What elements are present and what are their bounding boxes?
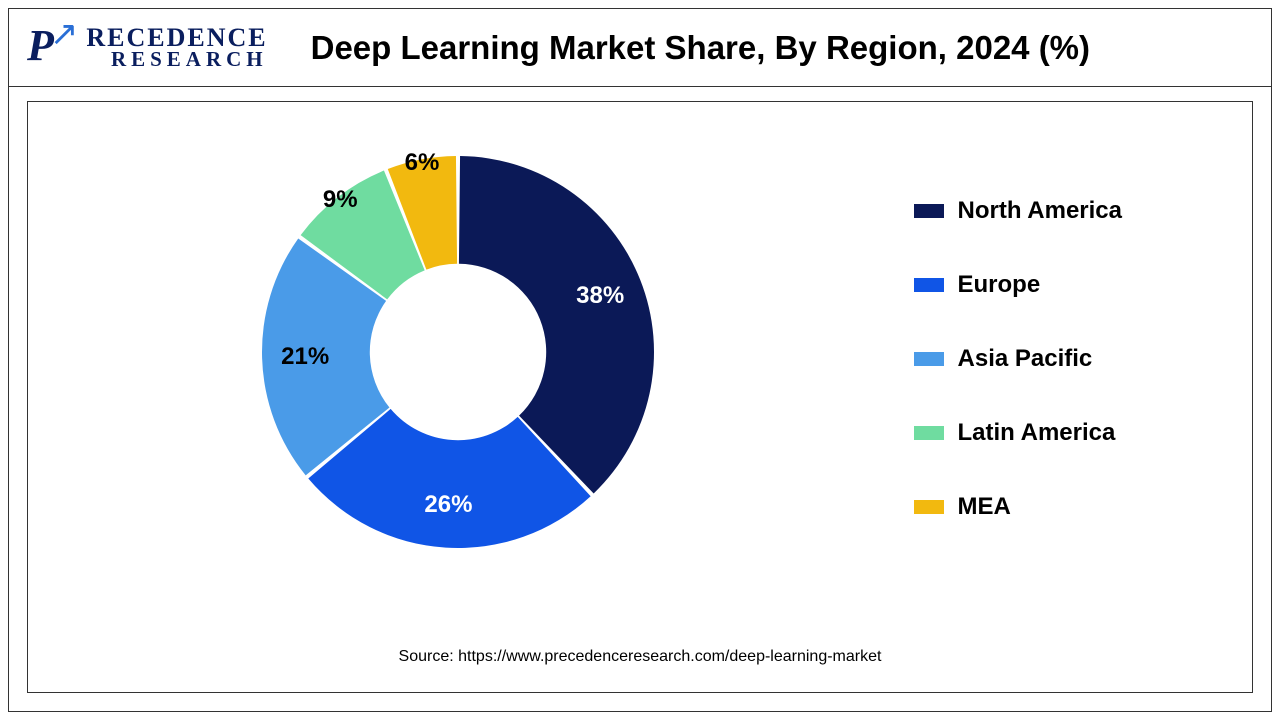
logo-bottom-text: RESEARCH [86,50,267,69]
source-text: Source: https://www.precedenceresearch.c… [28,648,1252,666]
slice-label-3: 9% [323,186,358,214]
legend-swatch-2 [914,352,944,366]
legend-label-3: Latin America [958,419,1116,447]
legend-swatch-4 [914,500,944,514]
brand-logo: P ↗ RECEDENCE RESEARCH [27,22,268,73]
legend-swatch-0 [914,204,944,218]
legend-label-1: Europe [958,271,1041,299]
header-bar: P ↗ RECEDENCE RESEARCH Deep Learning Mar… [9,9,1271,87]
legend-swatch-1 [914,278,944,292]
donut-chart: 38% 26% 21% 9% 6% [258,152,658,552]
logo-text-col: RECEDENCE RESEARCH [86,26,267,68]
legend: North America Europe Asia Pacific Latin Ame… [914,197,1122,521]
chart-title: Deep Learning Market Share, By Region, 2… [268,29,1253,67]
legend-item-2: Asia Pacific [914,345,1122,373]
slice-label-4: 6% [405,149,440,177]
legend-item-1: Europe [914,271,1122,299]
slice-label-2: 21% [281,343,329,371]
logo-arrow-icon: ↗ [50,14,79,54]
outer-frame: P ↗ RECEDENCE RESEARCH Deep Learning Mar… [8,8,1272,712]
legend-item-0: North America [914,197,1122,225]
legend-label-4: MEA [958,493,1011,521]
legend-label-2: Asia Pacific [958,345,1093,373]
chart-area: 38% 26% 21% 9% 6% North America Europe Asia Pa… [27,101,1253,693]
legend-item-3: Latin America [914,419,1122,447]
legend-item-4: MEA [914,493,1122,521]
legend-swatch-3 [914,426,944,440]
slice-label-0: 38% [576,282,624,310]
slice-label-1: 26% [424,491,472,519]
legend-label-0: North America [958,197,1122,225]
